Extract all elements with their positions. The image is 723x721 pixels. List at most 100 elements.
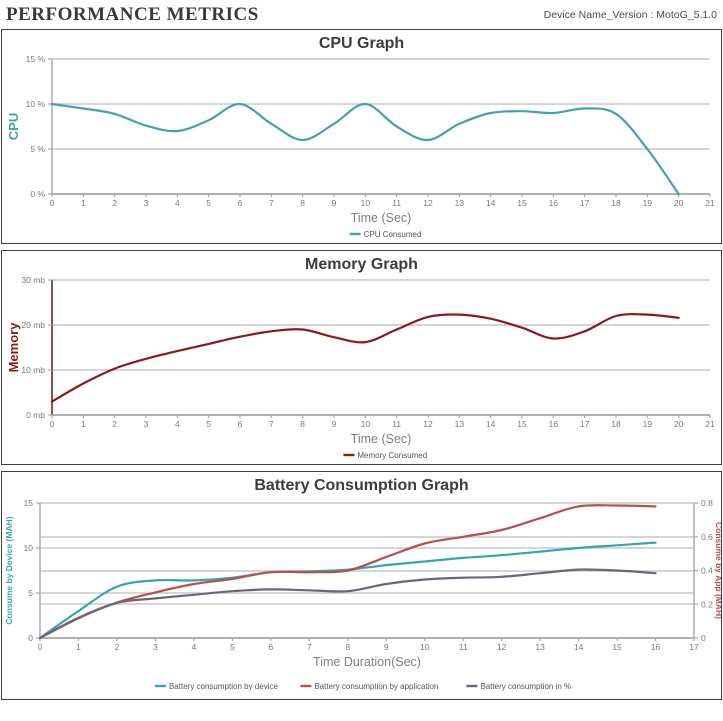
y-tick-label: 15 % <box>26 54 46 64</box>
x-tick-label: 1 <box>81 198 86 208</box>
x-tick-label: 20 <box>674 198 684 208</box>
x-tick-label: 15 <box>612 642 622 652</box>
x-tick-label: 7 <box>269 419 274 429</box>
x-tick-label: 21 <box>705 198 715 208</box>
x-tick-label: 17 <box>580 419 590 429</box>
x-tick-label: 10 <box>420 642 430 652</box>
right-y-tick-label: 0.6 <box>701 532 713 542</box>
memory-graph-title: Memory Graph <box>305 256 418 273</box>
x-tick-label: 2 <box>112 419 117 429</box>
x-tick-label: 6 <box>238 419 243 429</box>
legend-label: Battery consumption by device <box>169 682 278 691</box>
x-tick-label: 5 <box>206 198 211 208</box>
x-tick-label: 16 <box>549 419 559 429</box>
y-tick-label: 20 mb <box>21 320 45 330</box>
page-root: PERFORMANCE METRICS Device Name_Version … <box>1 3 722 700</box>
y-tick-label: 0 mb <box>26 410 45 420</box>
series-line-battery-consumption-by-application <box>38 504 657 640</box>
x-tick-label: 2 <box>112 198 117 208</box>
memory-graph-panel: Memory Graph 30 mb 20 mb 10 mb 0 mb 0 1 2 3 4 5 6 7… <box>1 250 722 465</box>
x-tick-label: 12 <box>423 198 433 208</box>
x-tick-label: 3 <box>144 198 149 208</box>
x-tick-label: 15 <box>517 198 527 208</box>
x-tick-label: 12 <box>423 419 433 429</box>
gridlines <box>52 279 710 416</box>
legend: Battery consumption by device Battery con… <box>154 682 571 691</box>
y-tick-label: 30 mb <box>21 275 45 285</box>
x-tick-label: 3 <box>144 419 149 429</box>
x-tick-label: 0 <box>38 642 43 652</box>
battery-graph-panel: Battery Consumption Graph 15 10 5 0 0.8 0.6 0.… <box>1 471 722 700</box>
y-axis-title: CPU <box>6 113 21 140</box>
x-tick-label: 20 <box>674 419 684 429</box>
y-tick-label: 5 <box>28 588 33 598</box>
y-tick-label: 10 mb <box>21 365 45 375</box>
x-tick-label: 1 <box>76 642 81 652</box>
y-tick-label: 0 <box>28 633 33 643</box>
series-line-cpu-consumed <box>50 102 680 196</box>
y-axis-title: Consume by Device (MAH) <box>4 516 14 624</box>
battery-graph-title: Battery Consumption Graph <box>254 477 469 494</box>
x-tick-label: 15 <box>517 419 527 429</box>
y-tick-label: 5 % <box>30 144 45 154</box>
x-tick-label: 5 <box>206 419 211 429</box>
legend: CPU Consumed <box>349 230 421 239</box>
x-tick-label: 18 <box>611 419 621 429</box>
x-tick-label: 16 <box>549 198 559 208</box>
x-tick-label: 1 <box>81 419 86 429</box>
x-tick-label: 17 <box>689 642 699 652</box>
page-title: PERFORMANCE METRICS <box>6 3 259 25</box>
right-y-axis-title: Consume by App (MAH) <box>714 522 721 619</box>
legend-label: Battery consumption in % <box>480 682 571 691</box>
cpu-graph-panel: CPU Graph 15 % 10 % 5 % 0 % 0 1 2 3 4 5 6 7 8 9 10 11 12… <box>1 29 722 244</box>
right-y-tick-label: 0.8 <box>701 498 713 508</box>
x-tick-label: 4 <box>175 419 180 429</box>
x-tick-label: 7 <box>307 642 312 652</box>
right-y-tick-label: 0 <box>701 633 706 643</box>
x-tick-label: 6 <box>238 198 243 208</box>
y-tick-label: 10 % <box>26 99 46 109</box>
x-tick-label: 13 <box>535 642 545 652</box>
x-tick-label: 10 <box>361 198 371 208</box>
legend: Memory Consumed <box>343 451 427 460</box>
device-version-label: Device Name_Version : MotoG_5.1.0 <box>543 8 717 21</box>
x-tick-label: 11 <box>459 642 468 652</box>
axes: 15 %10 %5 %0 %0 1 2 3 4 5 6 7 8 9 10 11 12 13 14 15 16 17… <box>26 54 715 208</box>
x-tick-label: 21 <box>705 419 715 429</box>
x-tick-label: 14 <box>574 642 584 652</box>
x-tick-label: 11 <box>392 419 401 429</box>
y-axis-title: Memory <box>6 322 21 373</box>
x-tick-label: 8 <box>300 198 305 208</box>
x-tick-label: 13 <box>455 198 465 208</box>
right-y-tick-label: 0.4 <box>701 566 713 576</box>
x-tick-label: 0 <box>50 419 55 429</box>
x-tick-label: 0 <box>50 198 55 208</box>
x-tick-label: 14 <box>486 198 496 208</box>
x-axis-title: Time (Sec) <box>351 211 412 225</box>
x-tick-label: 7 <box>269 198 274 208</box>
right-y-tick-label: 0.2 <box>701 599 713 609</box>
x-tick-label: 8 <box>300 419 305 429</box>
y-tick-label: 10 <box>24 543 34 553</box>
x-tick-label: 4 <box>175 198 180 208</box>
y-tick-label: 0 % <box>30 189 45 199</box>
series-group <box>50 102 680 196</box>
x-tick-label: 12 <box>497 642 507 652</box>
x-tick-label: 6 <box>268 642 273 652</box>
cpu-chart-canvas: 15 %10 %5 %0 %0 1 2 3 4 5 6 7 8 9 10 11 12 13 14 15 16 17… <box>6 54 715 239</box>
x-tick-label: 4 <box>192 642 197 652</box>
x-axis-title: Time (Sec) <box>351 432 412 446</box>
series-group <box>50 313 680 403</box>
legend-label: Memory Consumed <box>357 451 427 460</box>
x-tick-label: 9 <box>332 419 337 429</box>
x-tick-label: 13 <box>455 419 465 429</box>
x-tick-label: 3 <box>153 642 158 652</box>
x-axis-title: Time Duration(Sec) <box>313 655 421 669</box>
series-group <box>38 504 657 640</box>
x-tick-label: 5 <box>230 642 235 652</box>
x-tick-label: 8 <box>345 642 350 652</box>
